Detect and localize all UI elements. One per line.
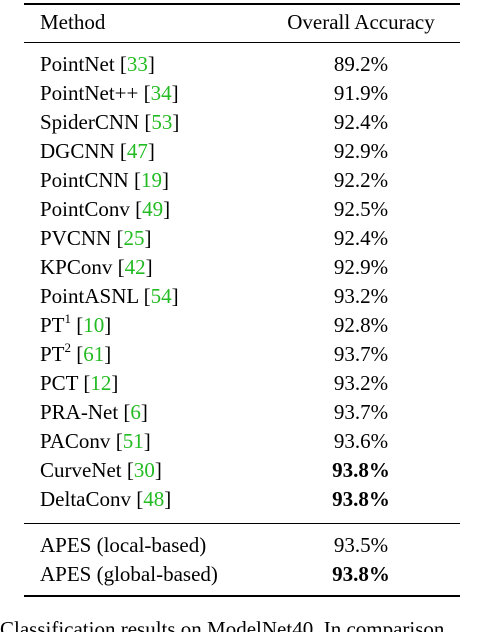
table-row: PointNet++ [34] 91.9%	[0, 79, 484, 108]
accuracy-cell: 93.8%	[332, 487, 390, 511]
accuracy-cell: 93.7%	[333, 400, 389, 424]
table-row: PAConv [51] 93.6%	[0, 427, 484, 456]
accuracy-cell: 92.5%	[333, 197, 389, 221]
header-row: Method Overall Accuracy	[0, 8, 484, 37]
table-row: PT2 [61] 93.7%	[0, 340, 484, 369]
method-name: PT	[40, 342, 65, 366]
method-cell: PointConv [49]	[40, 197, 171, 221]
table-row: APES (local-based) 93.5%	[0, 531, 484, 560]
accuracy-cell: 93.8%	[332, 458, 390, 482]
table-row: PointConv [49] 92.5%	[0, 195, 484, 224]
table-row: PCT [12] 93.2%	[0, 369, 484, 398]
accuracy-cell: 92.9%	[333, 255, 389, 279]
table-row: APES (global-based) 93.8%	[0, 560, 484, 589]
table-row: DGCNN [47] 92.9%	[0, 137, 484, 166]
citation-link: 53	[151, 110, 173, 134]
header-rule	[24, 42, 460, 43]
table-row: PointCNN [19] 92.2%	[0, 166, 484, 195]
citation-link: 33	[126, 52, 148, 76]
method-cell: SpiderCNN [53]	[40, 110, 180, 134]
citation-link: 25	[123, 226, 145, 250]
bottom-rule	[24, 595, 460, 597]
citation-link: 10	[83, 313, 105, 337]
accuracy-cell: 91.9%	[333, 81, 389, 105]
table-row: PVCNN [25] 92.4%	[0, 224, 484, 253]
method-name: PointASNL	[40, 284, 139, 308]
method-cell: APES (global-based)	[40, 562, 218, 586]
method-name: DeltaConv	[40, 487, 131, 511]
table-row: SpiderCNN [53] 92.4%	[0, 108, 484, 137]
method-name: PAConv	[40, 429, 111, 453]
table-row: CurveNet [30] 93.8%	[0, 456, 484, 485]
accuracy-cell: 92.4%	[333, 110, 389, 134]
method-cell: CurveNet [30]	[40, 458, 162, 482]
method-name: PT	[40, 313, 65, 337]
table-row: PRA-Net [6] 93.7%	[0, 398, 484, 427]
accuracy-cell: 92.4%	[333, 226, 389, 250]
citation-link: 51	[122, 429, 144, 453]
mid-rule	[24, 523, 460, 524]
accuracy-cell: 93.2%	[333, 371, 389, 395]
accuracy-cell: 93.8%	[332, 562, 390, 586]
citation-link: 19	[140, 168, 162, 192]
citation-link: 30	[133, 458, 155, 482]
accuracy-cell: 93.2%	[333, 284, 389, 308]
table-row: PointNet [33] 89.2%	[0, 50, 484, 79]
method-name: PointNet	[40, 52, 115, 76]
method-name: PointCNN	[40, 168, 129, 192]
method-name: SpiderCNN	[40, 110, 140, 134]
method-name: KPConv	[40, 255, 113, 279]
method-cell: PointCNN [19]	[40, 168, 169, 192]
accuracy-cell: 93.6%	[333, 429, 389, 453]
method-name: DGCNN	[40, 139, 115, 163]
method-cell: PT2 [61]	[40, 340, 112, 366]
citation-link: 54	[150, 284, 172, 308]
citation-link: 48	[143, 487, 165, 511]
citation-link: 42	[124, 255, 146, 279]
method-cell: APES (local-based)	[40, 533, 207, 557]
header-method: Method	[40, 10, 106, 34]
method-superscript: 1	[64, 311, 72, 326]
method-name: CurveNet	[40, 458, 122, 482]
method-name: PointConv	[40, 197, 130, 221]
header-accuracy: Overall Accuracy	[287, 10, 435, 34]
citation-link: 34	[150, 81, 172, 105]
method-cell: DGCNN [47]	[40, 139, 155, 163]
table-row: DeltaConv [48] 93.8%	[0, 485, 484, 514]
accuracy-cell: 92.8%	[333, 313, 389, 337]
top-rule	[24, 3, 460, 5]
table-row: PointASNL [54] 93.2%	[0, 282, 484, 311]
method-cell: PointASNL [54]	[40, 284, 179, 308]
table-caption: Classification results on ModelNet40. In…	[0, 617, 445, 632]
accuracy-cell: 93.7%	[333, 342, 389, 366]
method-cell: PCT [12]	[40, 371, 119, 395]
method-cell: PVCNN [25]	[40, 226, 152, 250]
method-superscript: 2	[64, 340, 72, 355]
method-cell: PT1 [10]	[40, 311, 112, 337]
table-row: PT1 [10] 92.8%	[0, 311, 484, 340]
accuracy-cell: 93.5%	[333, 533, 389, 557]
citation-link: 6	[130, 400, 141, 424]
citation-link: 61	[83, 342, 105, 366]
accuracy-cell: 92.2%	[333, 168, 389, 192]
method-cell: PAConv [51]	[40, 429, 151, 453]
method-cell: PointNet++ [34]	[40, 81, 179, 105]
method-cell: DeltaConv [48]	[40, 487, 172, 511]
citation-link: 12	[90, 371, 112, 395]
method-cell: KPConv [42]	[40, 255, 153, 279]
method-cell: PointNet [33]	[40, 52, 155, 76]
method-cell: PRA-Net [6]	[40, 400, 148, 424]
citation-link: 49	[142, 197, 164, 221]
table-row: KPConv [42] 92.9%	[0, 253, 484, 282]
method-name: PRA-Net	[40, 400, 119, 424]
accuracy-cell: 92.9%	[333, 139, 389, 163]
method-name: PointNet++	[40, 81, 139, 105]
method-name: PCT	[40, 371, 79, 395]
accuracy-cell: 89.2%	[333, 52, 389, 76]
method-name: PVCNN	[40, 226, 112, 250]
citation-link: 47	[126, 139, 148, 163]
